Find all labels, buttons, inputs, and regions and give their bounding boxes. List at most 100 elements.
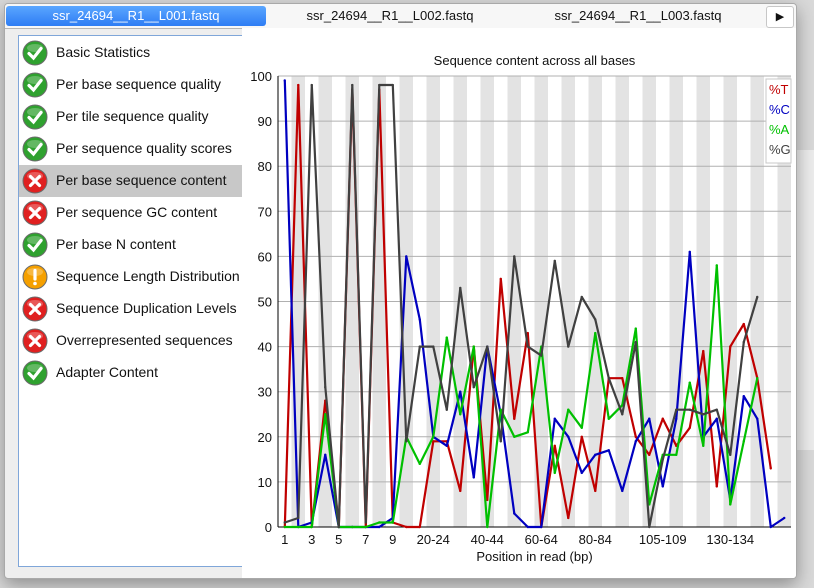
data-point-pct-g — [634, 340, 637, 344]
data-point-pct-g — [553, 259, 556, 263]
module-item[interactable]: Sequence Length Distribution — [19, 261, 243, 293]
x-tick-label: 20-24 — [417, 532, 450, 547]
data-point-pct-t — [729, 345, 732, 348]
data-point-pct-a — [756, 376, 759, 380]
y-tick-label: 80 — [258, 159, 272, 174]
module-item[interactable]: Sequence Duplication Levels — [19, 293, 243, 325]
data-point-pct-t — [621, 376, 624, 380]
module-item[interactable]: Adapter Content — [19, 357, 243, 389]
module-label: Per sequence GC content — [56, 204, 218, 220]
data-point-pct-g — [418, 345, 421, 348]
data-point-pct-g — [432, 345, 435, 348]
data-point-pct-c — [661, 485, 664, 488]
data-point-pct-a — [378, 521, 381, 524]
data-point-pct-t — [648, 453, 651, 457]
data-point-pct-g — [499, 440, 502, 443]
check-circle-icon — [22, 72, 48, 98]
data-point-pct-g — [621, 413, 624, 416]
data-point-pct-a — [742, 440, 745, 443]
x-tick-label: 1 — [281, 532, 288, 547]
data-point-pct-t — [580, 435, 583, 438]
module-item[interactable]: Per sequence GC content — [19, 197, 243, 229]
tab-scroll-right-button[interactable]: ▶ — [766, 6, 794, 28]
y-tick-label: 60 — [258, 249, 272, 264]
module-label: Basic Statistics — [56, 44, 151, 60]
data-point-pct-c — [324, 453, 327, 457]
y-tick-label: 50 — [258, 295, 272, 310]
data-point-pct-c — [715, 417, 718, 420]
data-point-pct-a — [580, 426, 583, 429]
data-point-pct-t — [769, 467, 772, 470]
data-point-pct-a — [567, 408, 570, 411]
data-point-pct-t — [297, 83, 300, 87]
module-label: Overrepresented sequences — [56, 332, 233, 348]
x-tick-label: 40-44 — [471, 532, 504, 547]
tab-l002-fastq[interactable]: ssr_24694__R1__L002.fastq — [306, 8, 474, 23]
module-label: Per base N content — [56, 236, 176, 252]
data-point-pct-c — [513, 512, 516, 515]
data-point-pct-g — [540, 354, 543, 357]
module-item[interactable]: Basic Statistics — [19, 37, 243, 69]
data-point-pct-a — [486, 525, 489, 529]
data-point-pct-g — [742, 340, 745, 344]
module-item[interactable]: Per base sequence quality — [19, 69, 243, 101]
module-label: Sequence Length Distribution — [56, 268, 240, 284]
data-point-pct-g — [337, 525, 340, 529]
data-point-pct-g — [715, 408, 718, 411]
x-tick-label: 9 — [389, 532, 396, 547]
x-tick-label: 5 — [335, 532, 342, 547]
module-item[interactable]: Per base N content — [19, 229, 243, 261]
module-item[interactable]: Overrepresented sequences — [19, 325, 243, 357]
data-point-pct-c — [405, 255, 408, 258]
x-circle-icon — [22, 200, 48, 226]
data-point-pct-g — [661, 458, 664, 461]
exclamation-circle-icon — [22, 264, 48, 290]
data-point-pct-c — [688, 250, 691, 254]
module-item[interactable]: Per sequence quality scores — [19, 133, 243, 165]
x-circle-icon — [22, 168, 48, 194]
data-point-pct-g — [351, 83, 354, 87]
data-point-pct-g — [364, 521, 367, 524]
data-point-pct-t — [553, 444, 556, 448]
module-item[interactable]: Per base sequence content — [19, 165, 243, 197]
data-point-pct-c — [445, 444, 448, 448]
data-point-pct-c — [783, 516, 786, 520]
legend-entry: %T — [769, 82, 789, 97]
legend-entry: %G — [769, 142, 791, 157]
module-label: Sequence Duplication Levels — [56, 300, 237, 316]
data-point-pct-c — [621, 489, 624, 493]
chart-canvas: 0 10 20 30 40 50 60 70 80 90 100 1 3 5 7 9 20-24 40-44 60-… — [250, 53, 792, 564]
data-point-pct-g — [378, 83, 381, 87]
y-tick-label: 100 — [250, 69, 272, 84]
x-tick-label: 60-64 — [525, 532, 558, 547]
x-circle-icon — [22, 296, 48, 322]
data-point-pct-c — [526, 525, 529, 529]
data-point-pct-g — [297, 516, 300, 520]
data-point-pct-c — [567, 435, 570, 438]
data-point-pct-t — [594, 489, 597, 493]
data-point-pct-g — [688, 408, 691, 411]
x-circle-icon — [22, 328, 48, 354]
data-point-pct-c — [742, 395, 745, 398]
data-point-pct-a — [432, 435, 435, 438]
x-tick-label: 130-134 — [706, 532, 754, 547]
series-line-pct-g — [284, 83, 759, 529]
fastqc-report-window: ssr_24694__R1__L001.fastq ssr_24694__R1_… — [4, 3, 797, 579]
data-point-pct-c — [756, 417, 759, 420]
x-tick-label: 7 — [362, 532, 369, 547]
data-point-pct-g — [405, 440, 408, 443]
data-point-pct-g — [459, 286, 462, 290]
data-point-pct-g — [391, 83, 394, 87]
data-point-pct-g — [580, 295, 583, 299]
module-item[interactable]: Per tile sequence quality — [19, 101, 243, 133]
tab-l003-fastq[interactable]: ssr_24694__R1__L003.fastq — [554, 8, 722, 23]
check-circle-icon — [22, 40, 48, 66]
x-axis-label: Position in read (bp) — [476, 549, 592, 564]
data-point-pct-c — [378, 525, 381, 529]
data-point-pct-t — [418, 525, 421, 529]
data-point-pct-a — [445, 336, 448, 339]
data-point-pct-t — [715, 485, 718, 488]
tab-l001-fastq[interactable]: ssr_24694__R1__L001.fastq — [6, 6, 266, 26]
data-point-pct-a — [499, 408, 502, 411]
data-point-pct-c — [769, 525, 772, 529]
